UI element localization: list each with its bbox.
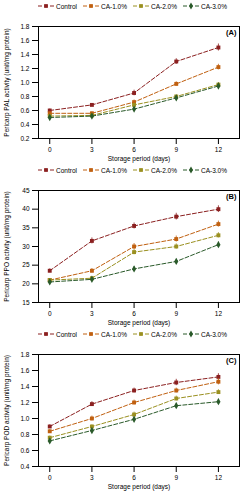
- svg-text:0.6: 0.6: [20, 447, 29, 454]
- svg-text:Pericarp PPO activity (unit/mg: Pericarp PPO activity (unit/mg protein): [3, 191, 11, 302]
- html-text:Control: Control: [56, 330, 77, 338]
- svg-text:3: 3: [90, 146, 94, 153]
- svg-text:0.8: 0.8: [20, 431, 29, 438]
- svg-text:3: 3: [90, 474, 94, 481]
- html-text:CA-2.0%: CA-2.0%: [151, 2, 177, 10]
- html-text:CA-1.0%: CA-1.0%: [101, 330, 127, 338]
- svg-text:0.2: 0.2: [20, 135, 29, 142]
- svg-text:0: 0: [48, 474, 52, 481]
- svg-text:45: 45: [22, 187, 30, 194]
- html-text:CA-2.0%: CA-2.0%: [151, 330, 177, 338]
- html-text:CA-2.0%: CA-2.0%: [151, 166, 177, 174]
- svg-text:1.0: 1.0: [20, 79, 29, 86]
- svg-text:9: 9: [174, 310, 178, 317]
- svg-text:0: 0: [48, 310, 52, 317]
- svg-text:1.4: 1.4: [20, 51, 29, 58]
- svg-text:1.4: 1.4: [20, 383, 29, 390]
- svg-text:12: 12: [215, 474, 223, 481]
- svg-text:9: 9: [174, 474, 178, 481]
- html-text:Control: Control: [56, 166, 77, 174]
- svg-text:30: 30: [22, 243, 30, 250]
- svg-text:40: 40: [22, 205, 30, 212]
- svg-text:(B): (B): [226, 192, 237, 201]
- svg-text:6: 6: [132, 146, 136, 153]
- html-text:CA-3.0%: CA-3.0%: [201, 166, 227, 174]
- svg-text:Storage period (days): Storage period (days): [108, 319, 171, 327]
- svg-text:6: 6: [132, 310, 136, 317]
- svg-text:1.0: 1.0: [20, 415, 29, 422]
- svg-text:Pericarp POD activity (unit/mg: Pericarp POD activity (unit/mg protein): [3, 355, 11, 466]
- svg-text:12: 12: [215, 146, 223, 153]
- svg-text:Pericarp PAL activity (unit/mg: Pericarp PAL activity (unit/mg protein): [3, 28, 11, 136]
- svg-text:0.6: 0.6: [20, 107, 29, 114]
- svg-text:1.2: 1.2: [20, 399, 29, 406]
- svg-text:9: 9: [174, 146, 178, 153]
- svg-text:20: 20: [22, 280, 30, 287]
- svg-text:(A): (A): [226, 28, 237, 37]
- svg-text:Storage period (days): Storage period (days): [108, 483, 171, 491]
- svg-text:1.8: 1.8: [20, 23, 29, 30]
- svg-text:25: 25: [22, 261, 30, 268]
- svg-text:35: 35: [22, 224, 30, 231]
- svg-text:12: 12: [215, 310, 223, 317]
- svg-text:15: 15: [22, 299, 30, 306]
- svg-text:1.6: 1.6: [20, 37, 29, 44]
- svg-text:1.2: 1.2: [20, 65, 29, 72]
- svg-text:1.8: 1.8: [20, 351, 29, 358]
- svg-text:Storage period (days): Storage period (days): [108, 155, 171, 163]
- svg-text:6: 6: [132, 474, 136, 481]
- svg-text:1.6: 1.6: [20, 367, 29, 374]
- html-text:CA-3.0%: CA-3.0%: [201, 330, 227, 338]
- html-text:Control: Control: [56, 2, 77, 10]
- html-text:CA-1.0%: CA-1.0%: [101, 2, 127, 10]
- svg-text:0.4: 0.4: [20, 121, 29, 128]
- svg-text:0.4: 0.4: [20, 463, 29, 470]
- svg-text:0: 0: [48, 146, 52, 153]
- html-text:CA-1.0%: CA-1.0%: [101, 166, 127, 174]
- html-text:CA-3.0%: CA-3.0%: [201, 2, 227, 10]
- svg-text:0.8: 0.8: [20, 93, 29, 100]
- svg-text:3: 3: [90, 310, 94, 317]
- svg-text:(C): (C): [226, 356, 237, 365]
